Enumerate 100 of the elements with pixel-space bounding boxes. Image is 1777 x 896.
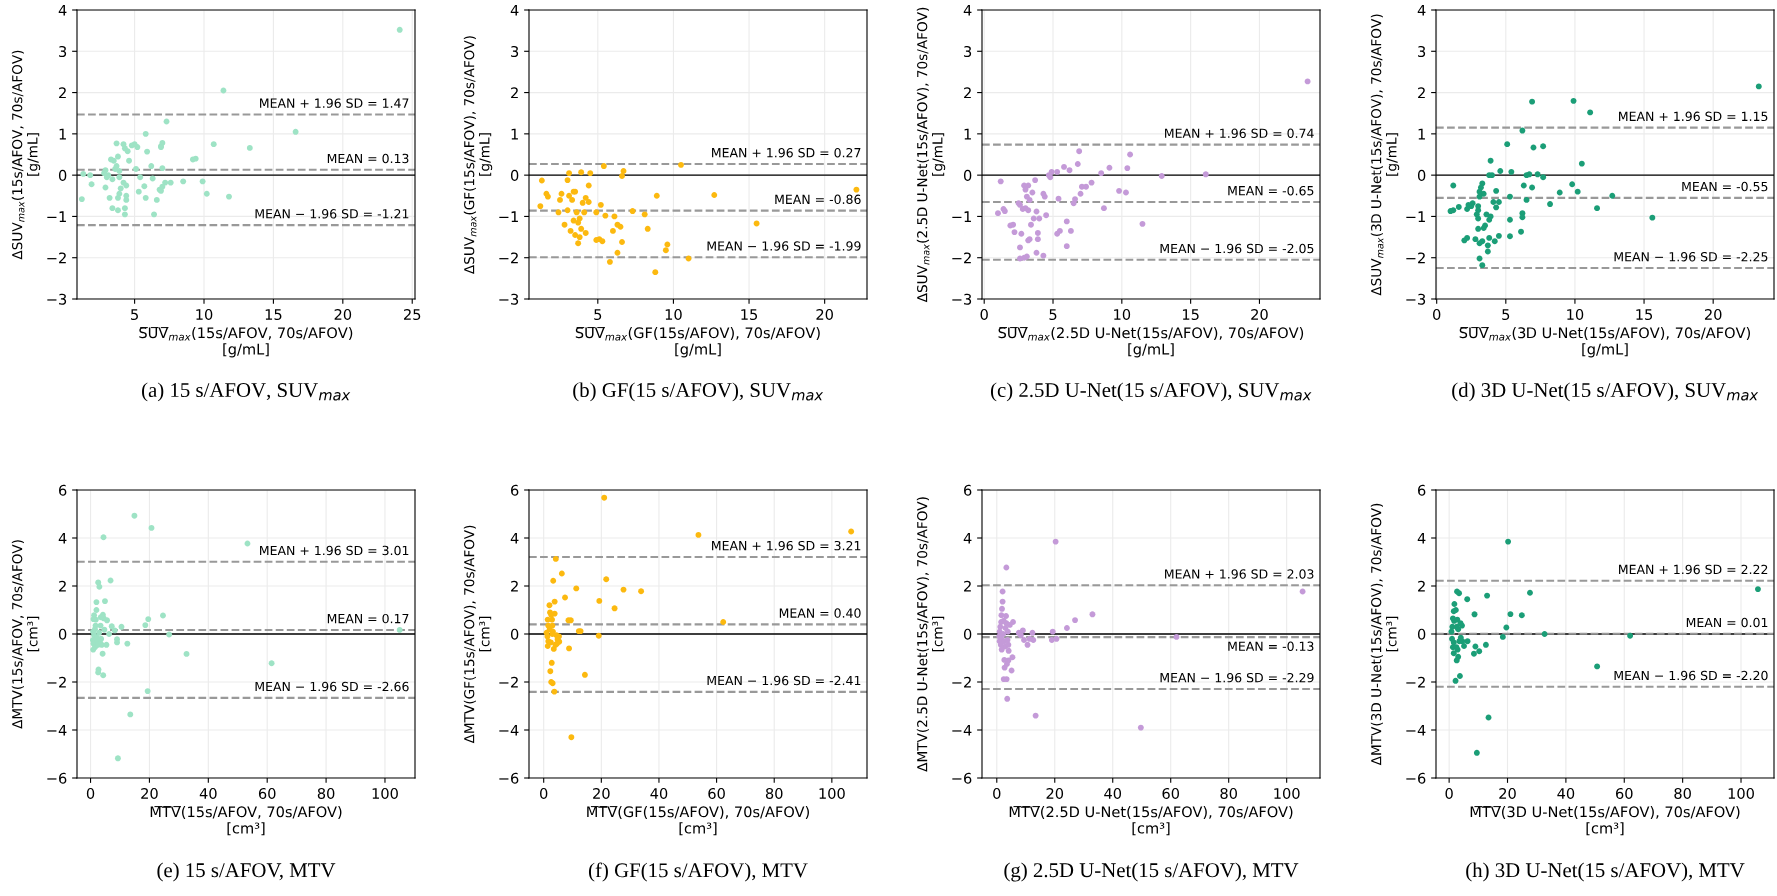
y-tick-label: 2 [964, 580, 971, 592]
y-tick-label: 2 [511, 87, 518, 99]
y-tick-label: 4 [1417, 532, 1426, 544]
y-tick-label: 2 [1418, 580, 1425, 592]
x-tick-label: 15 [1636, 309, 1653, 321]
ref-line-label: MEAN = 0.40 [779, 608, 861, 618]
x-axis-title: S̅U̅V̅$_{max}$(3D U-Net(15s/AFOV), 70s/AFOV) [g/mL] [1459, 327, 1750, 358]
y-tick-label: −2 [952, 252, 971, 264]
x-tick-label: 20 [1046, 787, 1064, 800]
y-tick-label: −2 [47, 252, 66, 264]
y-tick-label: −4 [499, 724, 519, 736]
y-tick-label: −1 [1406, 211, 1425, 222]
y-tick-label: −3 [1406, 293, 1426, 305]
x-tick-label: 10 [1114, 308, 1131, 321]
ref-line-label: MEAN − 1.96 SD = -2.41 [707, 675, 861, 686]
x-tick-label: 5 [1502, 309, 1510, 321]
x-axis-title: M̅T̅V̅(2.5D U-Net(15s/AFOV), 70s/AFOV) [cm³] [1009, 806, 1293, 836]
y-tick-label: 4 [510, 532, 519, 544]
x-tick-label: 15 [1182, 309, 1199, 321]
x-tick-label: 5 [594, 309, 602, 321]
y-tick-label: 4 [963, 4, 972, 16]
y-tick-label: 0 [1417, 169, 1426, 181]
ref-line-label: MEAN + 1.96 SD = 3.01 [260, 545, 409, 556]
x-tick-label: 5 [131, 309, 138, 321]
y-tick-label: 0 [963, 169, 972, 181]
x-tick-label: 100 [1274, 787, 1300, 800]
x-tick-label: 40 [650, 787, 668, 800]
y-tick-label: −4 [1406, 724, 1426, 736]
y-axis-title: ΔSUV$_{max}$(15s/AFOV, 70s/AFOV) [g/mL] [11, 50, 41, 260]
y-tick-label: 3 [511, 46, 519, 58]
y-tick-label: 4 [963, 532, 972, 544]
x-axis-title: M̅T̅V̅(15s/AFOV, 70s/AFOV) [cm³] [150, 806, 342, 836]
y-tick-label: 1 [59, 128, 66, 140]
x-tick-label: 20 [816, 308, 833, 321]
ref-line-label: MEAN = 0.13 [327, 153, 409, 164]
ref-line-label: MEAN + 1.96 SD = 1.15 [1619, 111, 1768, 122]
y-tick-label: 2 [1418, 87, 1425, 99]
ref-line-label: MEAN − 1.96 SD = -1.99 [707, 241, 861, 251]
y-axis-title: ΔMTV(3D U-Net(15s/AFOV), 70s/AFOV) [cm³] [1370, 503, 1399, 766]
x-tick-label: 100 [1728, 787, 1754, 800]
ref-line-label: MEAN = 0.01 [1686, 617, 1768, 628]
y-tick-label: 4 [1417, 4, 1426, 16]
x-tick-label: 20 [334, 308, 352, 321]
y-tick-label: 0 [510, 169, 519, 181]
ref-line-label: MEAN + 1.96 SD = 0.27 [712, 147, 861, 158]
y-tick-label: −4 [47, 724, 67, 736]
x-tick-label: 20 [1499, 787, 1516, 800]
y-tick-label: 2 [59, 580, 66, 592]
text: (b) GF(15 s/AFOV), SUV$_{max}$ [573, 382, 824, 402]
y-axis-title: ΔSUV$_{max}$(GF(15s/AFOV), 70s/AFOV) [g/mL] [463, 36, 493, 274]
x-tick-label: 100 [819, 787, 845, 800]
x-axis-title: S̅U̅V̅$_{max}$(2.5D U-Net(15s/AFOV), 70s/AFOV) [g/mL] [998, 327, 1304, 358]
x-tick-label: 0 [86, 787, 95, 800]
y-tick-label: 2 [59, 87, 66, 99]
ref-line-label: MEAN − 1.96 SD = -2.25 [1614, 251, 1768, 262]
ref-line-label: MEAN = -0.65 [1228, 185, 1314, 196]
y-tick-label: 0 [963, 628, 972, 640]
x-tick-label: 20 [1704, 308, 1722, 321]
x-tick-label: 20 [593, 787, 610, 800]
x-tick-label: 40 [199, 787, 217, 800]
x-tick-label: 15 [265, 309, 282, 321]
y-tick-label: −1 [499, 211, 518, 222]
y-tick-label: −6 [1406, 772, 1426, 784]
x-tick-label: 80 [765, 787, 783, 800]
x-axis-title: S̅U̅V̅$_{max}$(GF(15s/AFOV), 70s/AFOV) [g/mL] [575, 327, 820, 358]
x-tick-label: 80 [1674, 787, 1691, 800]
ref-line-label: MEAN − 1.96 SD = -2.05 [1160, 243, 1314, 254]
ref-line-label: MEAN + 1.96 SD = 2.22 [1619, 564, 1768, 575]
y-tick-label: −2 [499, 252, 518, 264]
y-tick-label: 0 [1417, 628, 1426, 640]
y-tick-label: 6 [59, 484, 67, 496]
y-tick-label: 2 [964, 87, 971, 99]
y-axis-title: ΔSUV$_{max}$(3D U-Net(15s/AFOV), 70s/AFOV) [g/mL] [1370, 14, 1400, 296]
ref-line-label: MEAN − 1.96 SD = -1.21 [255, 209, 409, 219]
y-tick-label: 3 [59, 46, 67, 58]
ref-line-label: MEAN = -0.13 [1228, 641, 1314, 651]
ref-line-label: MEAN + 1.96 SD = 1.47 [260, 98, 409, 108]
y-tick-label: 0 [58, 169, 67, 181]
y-tick-label: −4 [952, 724, 972, 736]
y-tick-label: −2 [1406, 676, 1425, 688]
y-tick-label: −2 [47, 676, 66, 688]
y-tick-label: −3 [952, 293, 972, 305]
x-tick-label: 40 [1104, 787, 1122, 800]
x-axis-title: M̅T̅V̅(GF(15s/AFOV), 70s/AFOV) [cm³] [587, 806, 809, 836]
x-tick-label: 5 [1049, 309, 1057, 321]
x-tick-label: 0 [1445, 787, 1453, 800]
x-tick-label: 0 [540, 787, 548, 800]
y-tick-label: −1 [952, 211, 971, 222]
y-tick-label: −3 [499, 293, 519, 305]
y-tick-label: −6 [47, 772, 67, 784]
y-tick-label: 4 [510, 4, 519, 16]
x-tick-label: 20 [141, 787, 158, 800]
x-tick-label: 0 [980, 308, 988, 321]
x-tick-label: 10 [665, 308, 682, 321]
y-tick-label: −2 [952, 676, 971, 688]
y-tick-label: −6 [952, 772, 972, 784]
y-tick-label: −1 [47, 211, 66, 222]
y-tick-label: 0 [510, 628, 519, 640]
ref-line-label: MEAN − 1.96 SD = -2.20 [1614, 670, 1768, 681]
x-tick-label: 20 [1251, 308, 1268, 321]
